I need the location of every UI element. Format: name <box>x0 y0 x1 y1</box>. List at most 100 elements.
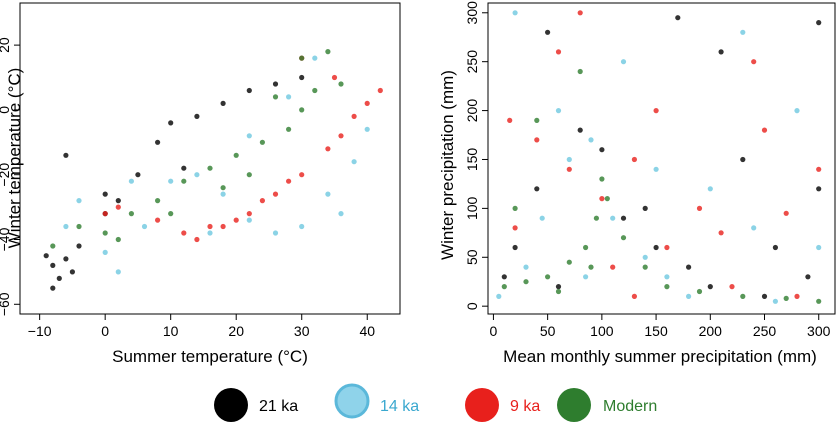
left-point-21-ka-9 <box>135 172 141 178</box>
right-plot-frame <box>487 2 836 315</box>
left-point-14-ka-8 <box>272 230 279 236</box>
left-point-9-ka-4 <box>246 211 252 217</box>
right-point-21-ka-6 <box>707 284 713 290</box>
right-point-9-ka-10 <box>534 137 540 143</box>
left-y-tick-label: 0 <box>0 106 12 114</box>
right-point-modern-10 <box>620 235 627 241</box>
right-y-tick-label: 250 <box>464 50 480 74</box>
left-point-9-ka-13 <box>233 217 239 223</box>
left-plot-points <box>43 49 383 291</box>
legend-label-14ka: 14 ka <box>380 398 419 415</box>
right-y-tick-label: 150 <box>464 148 480 172</box>
left-point-9-ka-19 <box>207 223 213 230</box>
left-y-tick-label: −40 <box>0 227 12 251</box>
left-point-21-ka-10 <box>155 139 161 145</box>
legend-swatch-21ka <box>214 388 248 422</box>
right-point-21-ka-16 <box>761 293 768 299</box>
right-point-21-ka-18 <box>512 244 518 251</box>
right-point-14-ka-12 <box>620 59 627 65</box>
left-point-14-ka-19 <box>338 211 344 217</box>
right-point-14-ka-15 <box>816 244 822 251</box>
right-point-modern-9 <box>555 288 562 295</box>
right-point-14-ka-6 <box>664 274 670 280</box>
right-point-9-ka-12 <box>653 108 659 114</box>
right-point-9-ka-15 <box>566 166 572 172</box>
right-point-9-ka-14 <box>816 166 822 172</box>
left-point-21-ka-0 <box>50 262 56 268</box>
right-point-14-ka-19 <box>740 29 746 35</box>
right-point-9-ka-2 <box>577 10 583 16</box>
left-x-tick-label: 40 <box>359 323 375 339</box>
right-point-21-ka-13 <box>642 205 648 211</box>
right-point-21-ka-4 <box>653 244 659 251</box>
left-point-modern-11 <box>312 87 318 94</box>
left-point-modern-0 <box>50 243 56 249</box>
right-point-modern-5 <box>593 215 600 221</box>
left-y-axis-title: Winter temperature (°C) <box>5 68 24 249</box>
left-point-9-ka-1 <box>155 217 161 223</box>
right-point-14-ka-9 <box>794 108 800 114</box>
left-point-14-ka-14 <box>312 55 318 61</box>
right-x-tick-label: 200 <box>699 323 723 339</box>
right-x-tick-label: 300 <box>807 323 831 339</box>
left-panel: −10 0 10 20 30 40 −60 −40 −20 0 20 Summer tempera… <box>0 2 401 366</box>
left-point-9-ka-5 <box>272 191 279 197</box>
right-point-14-ka-11 <box>512 10 518 16</box>
right-point-9-ka-17 <box>631 293 638 299</box>
left-point-14-ka-6 <box>220 191 226 197</box>
left-point-21-ka-11 <box>168 120 174 126</box>
right-point-9-ka-5 <box>664 244 670 251</box>
right-point-14-ka-16 <box>539 215 545 221</box>
right-point-14-ka-8 <box>751 225 757 231</box>
left-point-21-ka-6 <box>76 243 82 249</box>
right-point-9-ka-4 <box>631 156 638 163</box>
right-point-14-ka-3 <box>588 137 594 143</box>
left-point-21-ka-14 <box>246 87 252 94</box>
left-x-tick-label: 20 <box>228 323 244 339</box>
right-point-modern-1 <box>523 279 529 285</box>
right-y-tick-label: 0 <box>464 302 480 310</box>
right-point-modern-12 <box>664 284 670 290</box>
left-x-tick-label: 10 <box>163 323 179 339</box>
left-point-14-ka-5 <box>194 172 200 178</box>
right-y-tick-label: 200 <box>464 99 480 123</box>
right-point-21-ka-10 <box>816 186 822 192</box>
left-point-9-ka-6 <box>299 172 305 178</box>
left-point-14-ka-13 <box>286 94 292 100</box>
right-point-21-ka-0 <box>501 274 507 280</box>
right-x-tick-label: 150 <box>644 323 668 339</box>
left-point-9-ka-15 <box>115 204 121 210</box>
legend-swatch-14ka <box>334 383 370 419</box>
right-point-9-ka-8 <box>761 127 768 133</box>
left-x-tick-label: 30 <box>294 323 310 339</box>
right-y-axis-title: Winter precipitation (mm) <box>438 70 457 260</box>
left-plot-frame <box>19 2 401 315</box>
right-x-tick-label: 100 <box>590 323 614 339</box>
left-y-tick-label: −60 <box>0 292 12 316</box>
left-point-14-ka-2 <box>115 269 121 275</box>
right-point-9-ka-3 <box>599 196 605 202</box>
left-point-14-ka-10 <box>325 191 331 197</box>
legend-swatch-modern <box>557 388 591 422</box>
left-point-14-ka-3 <box>141 223 148 230</box>
right-point-9-ka-16 <box>751 59 757 65</box>
left-y-tick-label: 20 <box>0 37 12 53</box>
left-point-9-ka-12 <box>286 178 292 184</box>
right-point-modern-18 <box>534 117 540 123</box>
right-point-14-ka-14 <box>772 298 779 304</box>
left-point-9-ka-3 <box>220 223 226 230</box>
left-point-14-ka-12 <box>364 126 370 132</box>
left-x-axis: −10 0 10 20 30 40 <box>28 314 375 339</box>
right-point-21-ka-2 <box>577 127 583 133</box>
left-point-modern-2 <box>102 230 108 236</box>
left-point-21-ka-5 <box>50 285 56 291</box>
left-point-9-ka-0 <box>102 211 108 217</box>
right-point-9-ka-6 <box>696 205 703 211</box>
right-point-21-ka-15 <box>675 15 681 21</box>
left-point-14-ka-4 <box>168 178 174 184</box>
right-point-14-ka-4 <box>610 215 616 221</box>
left-x-tick-label: 0 <box>101 323 109 339</box>
left-point-9-ka-2 <box>194 236 200 243</box>
right-x-tick-label: 250 <box>753 323 777 339</box>
